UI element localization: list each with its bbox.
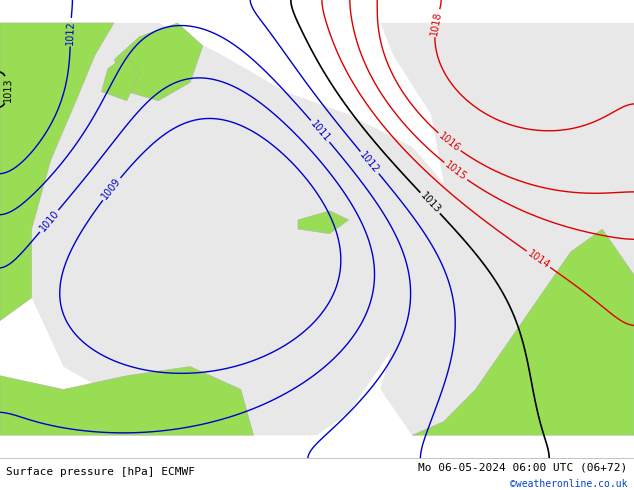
Text: 1013: 1013 — [3, 77, 14, 102]
Text: Mo 06-05-2024 06:00 UTC (06+72): Mo 06-05-2024 06:00 UTC (06+72) — [418, 463, 628, 473]
Text: 1015: 1015 — [443, 160, 469, 183]
Text: 1018: 1018 — [429, 10, 443, 36]
Text: 1013: 1013 — [418, 191, 442, 216]
Polygon shape — [114, 23, 203, 101]
Text: 1010: 1010 — [37, 208, 61, 234]
Polygon shape — [101, 55, 139, 101]
Text: Surface pressure [hPa] ECMWF: Surface pressure [hPa] ECMWF — [6, 467, 195, 477]
Polygon shape — [0, 367, 254, 435]
Text: 1012: 1012 — [358, 150, 381, 175]
Text: 1011: 1011 — [308, 119, 332, 144]
Polygon shape — [32, 23, 456, 435]
Text: 1012: 1012 — [65, 20, 76, 45]
Polygon shape — [380, 23, 634, 435]
Text: 1014: 1014 — [526, 248, 552, 270]
Text: 1016: 1016 — [437, 130, 462, 154]
Text: ©weatheronline.co.uk: ©weatheronline.co.uk — [510, 479, 628, 489]
Polygon shape — [0, 23, 114, 321]
Polygon shape — [412, 229, 634, 435]
Polygon shape — [298, 211, 349, 234]
Text: 1009: 1009 — [100, 176, 123, 202]
